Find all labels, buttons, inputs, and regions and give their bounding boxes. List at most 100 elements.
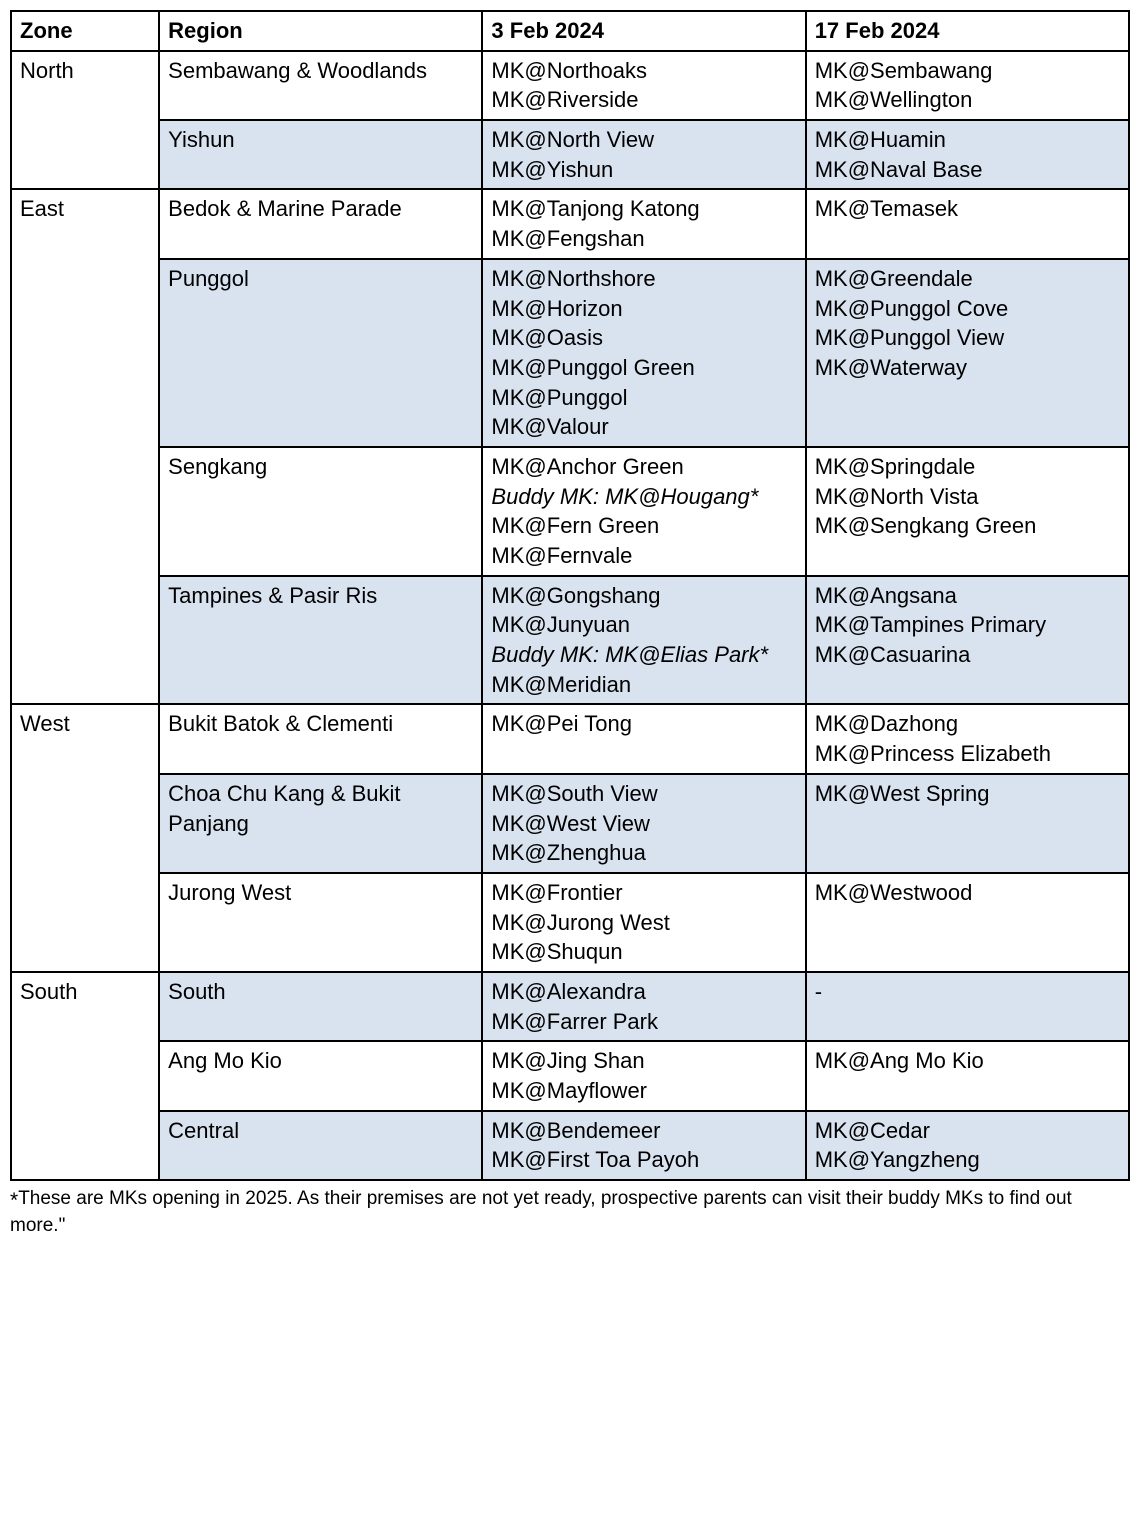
region-cell: Ang Mo Kio <box>159 1041 482 1110</box>
mk-entry: - <box>815 977 1120 1007</box>
mk-entry: MK@Springdale <box>815 452 1120 482</box>
zone-cell: South <box>11 972 159 1180</box>
mk-entry: MK@Punggol Cove <box>815 294 1120 324</box>
date1-cell: MK@NorthshoreMK@HorizonMK@OasisMK@Punggo… <box>482 259 805 447</box>
region-cell: Jurong West <box>159 873 482 972</box>
table-row: Ang Mo KioMK@Jing ShanMK@MayflowerMK@Ang… <box>11 1041 1129 1110</box>
mk-entry: MK@Northoaks <box>491 56 796 86</box>
mk-entry: MK@Northshore <box>491 264 796 294</box>
mk-entry: MK@Zhenghua <box>491 838 796 868</box>
mk-entry: MK@West Spring <box>815 779 1120 809</box>
date2-cell: MK@AngsanaMK@Tampines PrimaryMK@Casuarin… <box>806 576 1129 705</box>
mk-entry: MK@Gongshang <box>491 581 796 611</box>
mk-entry: MK@North Vista <box>815 482 1120 512</box>
mk-entry: MK@Wellington <box>815 85 1120 115</box>
date2-cell: MK@GreendaleMK@Punggol CoveMK@Punggol Vi… <box>806 259 1129 447</box>
date1-cell: MK@AlexandraMK@Farrer Park <box>482 972 805 1041</box>
table-row: PunggolMK@NorthshoreMK@HorizonMK@OasisMK… <box>11 259 1129 447</box>
table-row: NorthSembawang & WoodlandsMK@NorthoaksMK… <box>11 51 1129 120</box>
mk-entry: MK@Oasis <box>491 323 796 353</box>
date2-cell: MK@SpringdaleMK@North VistaMK@Sengkang G… <box>806 447 1129 576</box>
mk-entry: MK@Dazhong <box>815 709 1120 739</box>
date1-cell: MK@NorthoaksMK@Riverside <box>482 51 805 120</box>
mk-entry: MK@Jurong West <box>491 908 796 938</box>
date1-cell: MK@Anchor GreenBuddy MK: MK@Hougang*MK@F… <box>482 447 805 576</box>
mk-entry: MK@Fengshan <box>491 224 796 254</box>
mk-entry: MK@North View <box>491 125 796 155</box>
mk-entry: MK@Riverside <box>491 85 796 115</box>
table-row: CentralMK@BendemeerMK@First Toa PayohMK@… <box>11 1111 1129 1180</box>
table-row: EastBedok & Marine ParadeMK@Tanjong Kato… <box>11 189 1129 258</box>
mk-entry: Buddy MK: MK@Elias Park* <box>491 640 796 670</box>
date1-cell: MK@Jing ShanMK@Mayflower <box>482 1041 805 1110</box>
date2-cell: MK@DazhongMK@Princess Elizabeth <box>806 704 1129 773</box>
zone-cell: West <box>11 704 159 972</box>
mk-entry: MK@Temasek <box>815 194 1120 224</box>
mk-entry: MK@Princess Elizabeth <box>815 739 1120 769</box>
mk-entry: MK@Westwood <box>815 878 1120 908</box>
table-row: SengkangMK@Anchor GreenBuddy MK: MK@Houg… <box>11 447 1129 576</box>
date2-cell: MK@HuaminMK@Naval Base <box>806 120 1129 189</box>
zone-cell: North <box>11 51 159 190</box>
date1-cell: MK@Pei Tong <box>482 704 805 773</box>
mk-entry: MK@Frontier <box>491 878 796 908</box>
footnote: *These are MKs opening in 2025. As their… <box>10 1187 1130 1239</box>
table-row: Jurong WestMK@FrontierMK@Jurong WestMK@S… <box>11 873 1129 972</box>
mk-entry: MK@Sengkang Green <box>815 511 1120 541</box>
mk-entry: MK@Cedar <box>815 1116 1120 1146</box>
date2-cell: MK@Ang Mo Kio <box>806 1041 1129 1110</box>
mk-entry: MK@Greendale <box>815 264 1120 294</box>
region-cell: Punggol <box>159 259 482 447</box>
mk-entry: MK@Shuqun <box>491 937 796 967</box>
region-cell: Bukit Batok & Clementi <box>159 704 482 773</box>
mk-entry: MK@South View <box>491 779 796 809</box>
footnote-star: * <box>10 1189 18 1212</box>
header-region: Region <box>159 11 482 51</box>
date1-cell: MK@GongshangMK@JunyuanBuddy MK: MK@Elias… <box>482 576 805 705</box>
date1-cell: MK@FrontierMK@Jurong WestMK@Shuqun <box>482 873 805 972</box>
mk-entry: MK@Tanjong Katong <box>491 194 796 224</box>
date1-cell: MK@North ViewMK@Yishun <box>482 120 805 189</box>
region-cell: South <box>159 972 482 1041</box>
region-cell: Bedok & Marine Parade <box>159 189 482 258</box>
table-row: Tampines & Pasir RisMK@GongshangMK@Junyu… <box>11 576 1129 705</box>
mk-entry: MK@Pei Tong <box>491 709 796 739</box>
mk-entry: MK@First Toa Payoh <box>491 1145 796 1175</box>
table-row: WestBukit Batok & ClementiMK@Pei TongMK@… <box>11 704 1129 773</box>
table-row: SouthSouthMK@AlexandraMK@Farrer Park- <box>11 972 1129 1041</box>
mk-schedule-table: Zone Region 3 Feb 2024 17 Feb 2024 North… <box>10 10 1130 1181</box>
date2-cell: MK@Westwood <box>806 873 1129 972</box>
date2-cell: MK@Temasek <box>806 189 1129 258</box>
mk-entry: Buddy MK: MK@Hougang* <box>491 482 796 512</box>
mk-entry: MK@Punggol Green <box>491 353 796 383</box>
mk-entry: MK@Junyuan <box>491 610 796 640</box>
mk-entry: MK@Huamin <box>815 125 1120 155</box>
region-cell: Sembawang & Woodlands <box>159 51 482 120</box>
mk-entry: MK@Yishun <box>491 155 796 185</box>
date2-cell: MK@West Spring <box>806 774 1129 873</box>
region-cell: Central <box>159 1111 482 1180</box>
header-date1: 3 Feb 2024 <box>482 11 805 51</box>
region-cell: Sengkang <box>159 447 482 576</box>
date1-cell: MK@BendemeerMK@First Toa Payoh <box>482 1111 805 1180</box>
mk-entry: MK@Angsana <box>815 581 1120 611</box>
header-date2: 17 Feb 2024 <box>806 11 1129 51</box>
mk-entry: MK@Naval Base <box>815 155 1120 185</box>
mk-entry: MK@Fernvale <box>491 541 796 571</box>
mk-entry: MK@Tampines Primary <box>815 610 1120 640</box>
mk-entry: MK@Waterway <box>815 353 1120 383</box>
mk-entry: MK@Horizon <box>491 294 796 324</box>
table-header-row: Zone Region 3 Feb 2024 17 Feb 2024 <box>11 11 1129 51</box>
region-cell: Tampines & Pasir Ris <box>159 576 482 705</box>
date2-cell: MK@SembawangMK@Wellington <box>806 51 1129 120</box>
region-cell: Yishun <box>159 120 482 189</box>
date1-cell: MK@South ViewMK@West ViewMK@Zhenghua <box>482 774 805 873</box>
mk-entry: MK@Punggol <box>491 383 796 413</box>
mk-entry: MK@Farrer Park <box>491 1007 796 1037</box>
mk-entry: MK@Bendemeer <box>491 1116 796 1146</box>
mk-entry: MK@Fern Green <box>491 511 796 541</box>
footnote-text: These are MKs opening in 2025. As their … <box>10 1188 1072 1236</box>
header-zone: Zone <box>11 11 159 51</box>
zone-cell: East <box>11 189 159 704</box>
date1-cell: MK@Tanjong KatongMK@Fengshan <box>482 189 805 258</box>
